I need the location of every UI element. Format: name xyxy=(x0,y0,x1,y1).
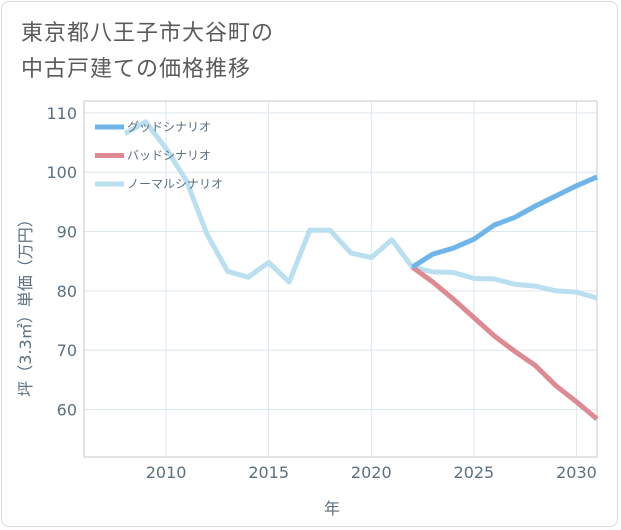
x-tick-label: 2020 xyxy=(351,463,392,482)
chart-title-line-2: 中古戸建ての価格推移 xyxy=(21,57,252,82)
series-line-2 xyxy=(123,119,598,301)
legend-label: バッドシナリオ xyxy=(127,149,211,163)
x-tick-label: 2030 xyxy=(556,463,597,482)
legend-label: ノーマルシナリオ xyxy=(127,177,223,191)
legend-label: グッドシナリオ xyxy=(127,120,211,134)
series-line-1 xyxy=(410,265,599,421)
x-axis-label: 年 xyxy=(324,499,340,518)
chart-title: 東京都八王子市大谷町の 中古戸建ての価格推移 xyxy=(21,16,274,88)
y-tick-label: 90 xyxy=(57,223,77,242)
y-tick-labels: 60 70 80 90 100 110 xyxy=(46,104,77,420)
y-tick-label: 110 xyxy=(46,104,77,123)
x-tick-label: 2025 xyxy=(454,463,495,482)
chart-title-line-1: 東京都八王子市大谷町の xyxy=(21,21,275,46)
y-tick-label: 60 xyxy=(57,401,77,420)
y-axis-label: 坪（3.3㎡）単価（万円） xyxy=(16,211,35,396)
y-tick-label: 70 xyxy=(57,341,77,360)
y-tick-label: 100 xyxy=(46,163,77,182)
x-tick-labels: 2010 2015 2020 2025 2030 xyxy=(146,463,597,482)
series-line-0 xyxy=(410,174,598,270)
x-tick-label: 2010 xyxy=(146,463,187,482)
series-lines xyxy=(123,119,599,421)
y-tick-label: 80 xyxy=(57,282,77,301)
x-tick-label: 2015 xyxy=(248,463,289,482)
plot-frame xyxy=(83,100,598,458)
